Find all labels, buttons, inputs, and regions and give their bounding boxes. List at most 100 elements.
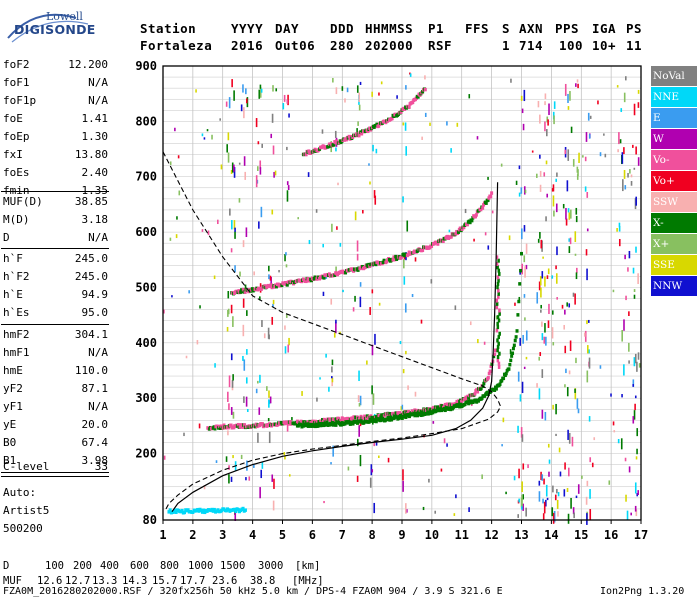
noise-echo-mark: [586, 228, 589, 232]
noise-echo-mark: [468, 507, 470, 512]
echo-trace-point: [497, 361, 501, 366]
noise-echo-mark: [634, 505, 637, 512]
noise-echo-mark: [271, 113, 274, 123]
noise-echo-mark: [248, 476, 251, 481]
noise-echo-mark: [539, 184, 542, 192]
echo-trace-point: [186, 508, 190, 512]
echo-trace-point: [377, 124, 381, 128]
echo-trace-point: [420, 410, 424, 415]
noise-echo-mark: [268, 265, 270, 272]
noise-echo-mark: [358, 402, 361, 407]
footer-dist-value: 200: [73, 560, 92, 572]
noise-echo-mark: [495, 315, 498, 320]
logo-line2: DIGISONDE: [14, 22, 96, 37]
noise-echo-mark: [476, 136, 479, 140]
noise-echo-mark: [371, 289, 374, 294]
noise-echo-mark: [632, 416, 635, 424]
noise-echo-mark: [547, 320, 550, 328]
echo-trace-point: [423, 87, 427, 92]
noise-echo-mark: [556, 246, 558, 256]
noise-echo-mark: [356, 475, 359, 482]
noise-echo-mark: [539, 276, 542, 286]
noise-echo-mark: [269, 275, 272, 281]
noise-echo-mark: [275, 88, 278, 92]
echo-trace-point: [321, 417, 325, 422]
noise-echo-mark: [637, 273, 639, 284]
echo-trace-point: [306, 277, 310, 281]
noise-echo-mark: [261, 320, 263, 328]
echo-trace-point: [488, 369, 492, 373]
noise-echo-mark: [568, 238, 571, 242]
noise-echo-mark: [260, 206, 263, 218]
noise-echo-mark: [635, 456, 638, 460]
param-value: 245.0: [74, 270, 108, 283]
param-label: B1: [3, 454, 17, 467]
noise-echo-mark: [629, 169, 631, 174]
echo-trace-point: [508, 362, 512, 367]
noise-echo-mark: [414, 257, 417, 262]
echo-trace-point: [240, 423, 244, 427]
param-row: h`F 245.0: [3, 252, 108, 270]
noise-echo-mark: [634, 482, 637, 494]
noise-echo-mark: [245, 98, 248, 104]
noise-echo-mark: [509, 349, 512, 355]
noise-echo-mark: [344, 98, 346, 103]
noise-echo-mark: [301, 391, 303, 396]
noise-echo-mark: [544, 276, 546, 287]
echo-trace-point: [416, 95, 420, 99]
noise-echo-mark: [541, 321, 543, 327]
noise-echo-mark: [523, 366, 526, 370]
noise-echo-mark: [588, 134, 591, 139]
noise-echo-mark: [513, 475, 516, 481]
param-label: B0: [3, 436, 17, 449]
echo-trace-point: [459, 402, 463, 407]
noise-echo-mark: [429, 122, 431, 126]
chart-grid: [162, 65, 642, 520]
noise-echo-mark: [359, 296, 362, 308]
header-value-s: 1: [502, 38, 511, 53]
noise-echo-mark: [242, 240, 245, 248]
footer-muf-label: MUF: [3, 575, 22, 587]
echo-trace-point: [379, 415, 383, 419]
noise-echo-mark: [538, 491, 541, 502]
noise-echo-mark: [430, 279, 433, 284]
noise-echo-mark: [484, 232, 487, 236]
noise-echo-mark: [243, 156, 246, 166]
noise-echo-mark: [505, 491, 507, 495]
echo-trace-point: [486, 198, 490, 202]
noise-echo-mark: [407, 385, 409, 390]
noise-echo-mark: [545, 160, 548, 165]
noise-echo-mark: [564, 345, 567, 354]
header-value-year: 2016: [231, 38, 264, 53]
param-value: N/A: [88, 231, 108, 244]
echo-trace-point: [309, 278, 313, 283]
echo-trace-point: [305, 422, 309, 426]
noise-echo-mark: [374, 333, 376, 345]
noise-echo-mark: [567, 208, 570, 213]
noise-echo-mark: [358, 92, 361, 103]
noise-echo-mark: [428, 478, 430, 483]
y-tick-label: 400: [135, 336, 157, 350]
param-row: h`E 94.9: [3, 288, 108, 306]
noise-echo-mark: [563, 489, 566, 497]
noise-echo-mark: [346, 87, 349, 93]
echo-traces: [167, 87, 523, 515]
noise-echo-mark: [268, 274, 270, 280]
noise-echo-mark: [286, 146, 288, 151]
noise-echo-mark: [570, 209, 572, 219]
echo-trace-point: [300, 420, 304, 424]
header-label-ffs: FFS: [465, 21, 490, 36]
noise-echo-mark: [255, 388, 258, 394]
noise-echo-mark: [316, 397, 318, 402]
x-tick-label: 16: [604, 528, 618, 542]
noise-echo-mark: [577, 83, 579, 89]
noise-echo-mark: [238, 198, 241, 203]
noise-echo-mark: [545, 216, 547, 222]
noise-echo-mark: [589, 457, 592, 463]
echo-trace-point: [239, 290, 243, 294]
noise-echo-mark: [635, 246, 637, 253]
noise-echo-mark: [258, 221, 260, 229]
echo-trace-point: [253, 424, 257, 429]
footer-dist-value: 400: [100, 560, 119, 572]
param-divider: [1, 476, 109, 477]
